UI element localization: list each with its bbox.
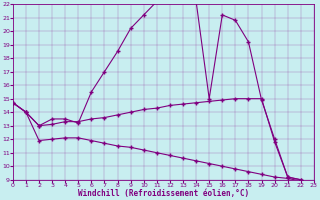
X-axis label: Windchill (Refroidissement éolien,°C): Windchill (Refroidissement éolien,°C)	[78, 189, 249, 198]
